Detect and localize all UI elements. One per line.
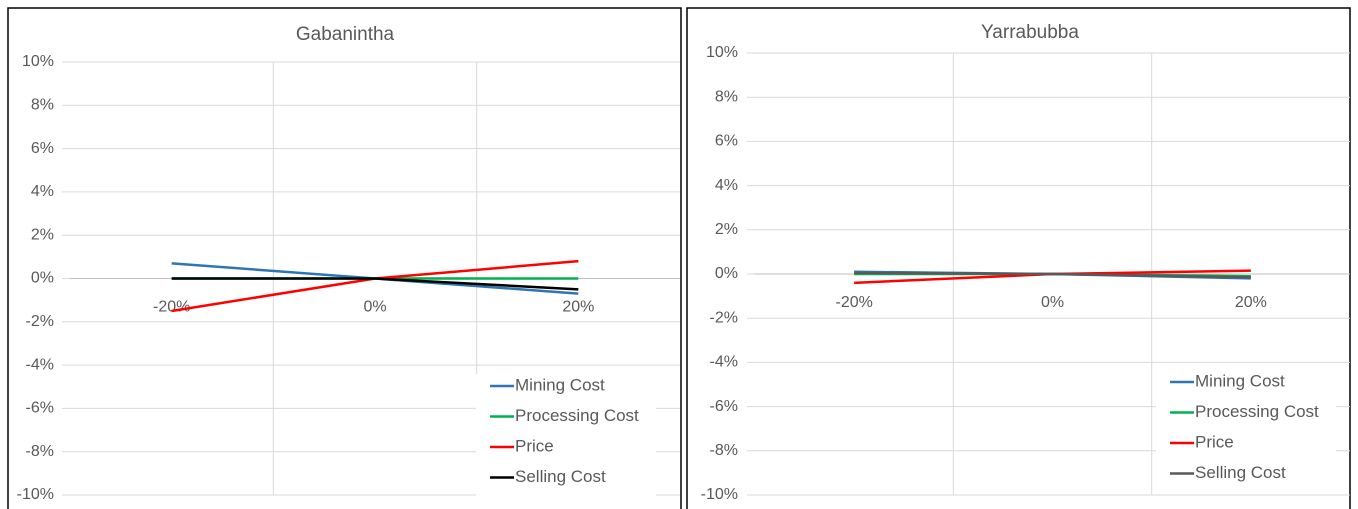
legend-label: Selling Cost bbox=[515, 467, 606, 486]
y-tick-label: 4% bbox=[31, 183, 54, 200]
x-tick-label: -20% bbox=[835, 294, 872, 311]
legend-label: Price bbox=[1195, 432, 1234, 451]
y-tick-label: -4% bbox=[26, 356, 54, 373]
x-tick-label: 0% bbox=[1041, 294, 1064, 311]
x-tick-label: 20% bbox=[1235, 294, 1267, 311]
y-tick-label: -2% bbox=[26, 313, 54, 330]
y-tick-label: 4% bbox=[715, 177, 738, 194]
y-tick-label: 6% bbox=[31, 140, 54, 157]
x-tick-label: 0% bbox=[363, 299, 386, 316]
series-line bbox=[171, 277, 579, 291]
y-tick-label: -10% bbox=[701, 486, 738, 503]
legend-label: Processing Cost bbox=[1195, 402, 1319, 421]
legend-label: Mining Cost bbox=[1195, 371, 1285, 390]
legend-label: Mining Cost bbox=[515, 375, 605, 394]
legend-label: Price bbox=[515, 436, 554, 455]
y-tick-label: 10% bbox=[22, 53, 54, 70]
legend-box bbox=[476, 374, 656, 496]
legend-label: Processing Cost bbox=[515, 406, 639, 425]
chart-title: Yarrabubba bbox=[981, 22, 1079, 43]
legend-box bbox=[1156, 370, 1336, 492]
y-tick-label: -6% bbox=[26, 400, 54, 417]
y-tick-label: -2% bbox=[710, 309, 738, 326]
y-tick-label: -10% bbox=[17, 486, 54, 503]
y-tick-label: -8% bbox=[710, 442, 738, 459]
y-tick-label: 6% bbox=[715, 133, 738, 150]
y-tick-label: 10% bbox=[706, 44, 738, 61]
y-tick-label: 2% bbox=[715, 221, 738, 238]
y-tick-label: 2% bbox=[31, 226, 54, 243]
y-tick-label: -8% bbox=[26, 443, 54, 460]
y-tick-label: 0% bbox=[31, 270, 54, 287]
y-tick-label: 0% bbox=[715, 265, 738, 282]
x-tick-label: 20% bbox=[562, 299, 594, 316]
legend-label: Selling Cost bbox=[1195, 463, 1286, 482]
x-tick-label: -20% bbox=[153, 299, 190, 316]
series-line bbox=[854, 271, 1251, 279]
y-tick-label: -4% bbox=[710, 354, 738, 371]
chart-title: Gabanintha bbox=[296, 24, 395, 45]
y-tick-label: -6% bbox=[710, 398, 738, 415]
y-tick-label: 8% bbox=[715, 88, 738, 105]
y-tick-label: 8% bbox=[31, 97, 54, 114]
